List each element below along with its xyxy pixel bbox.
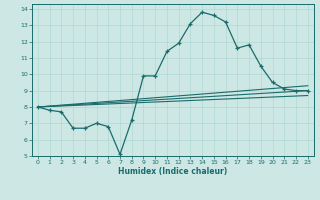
X-axis label: Humidex (Indice chaleur): Humidex (Indice chaleur)	[118, 167, 228, 176]
